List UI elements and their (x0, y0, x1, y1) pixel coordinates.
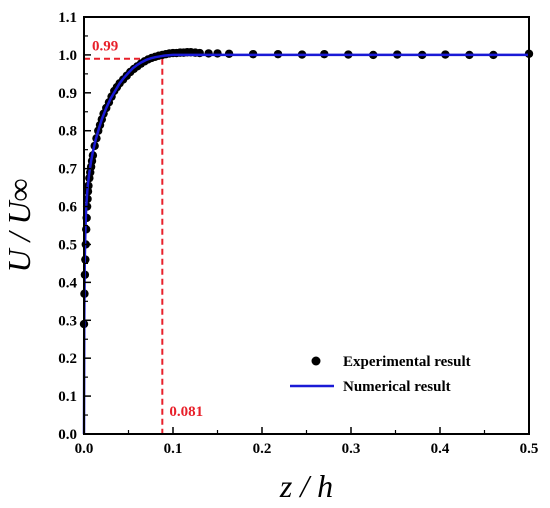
y-tick-label: 0.6 (58, 200, 77, 216)
x-tick-label: 0.2 (253, 441, 272, 457)
plot-frame (83, 16, 530, 435)
x-tick-label: 0.5 (520, 441, 539, 457)
x-tick-label: 0.3 (342, 441, 361, 457)
y-axis-title: U / U∞ (1, 179, 37, 273)
legend-label-experimental: Experimental result (343, 354, 471, 370)
annotation-layer: 0.99 0.081 (84, 39, 203, 434)
y-tick-label: 0.8 (58, 124, 77, 140)
y-tick-label: 0.5 (58, 237, 77, 253)
x-tick-label: 0.4 (431, 441, 450, 457)
y-tick-label: 1.0 (58, 48, 77, 64)
y-axis: 0.0 0.1 0.2 0.3 0.4 0.5 0.6 0.7 0.8 0.9 1.0 1.1 (58, 10, 91, 443)
legend: Experimental result Numerical result (290, 354, 471, 395)
y-tick-label: 0.7 (58, 162, 77, 178)
y-tick-label: 0.4 (58, 275, 77, 291)
y-tick-label: 0.9 (58, 86, 77, 102)
x-axis-title: z / h (279, 468, 333, 504)
y-tick-label: 0.1 (58, 389, 77, 405)
legend-marker-experimental (311, 356, 321, 366)
series-layer (79, 48, 534, 435)
y-tick-label: 0.2 (58, 351, 77, 367)
data-point (213, 49, 222, 58)
y-tick-label: 0.0 (58, 427, 77, 443)
numerical-result-line (82, 53, 529, 435)
annotation-label-0.99: 0.99 (92, 39, 118, 55)
y-tick-label: 0.3 (58, 313, 77, 329)
annotation-label-0.081: 0.081 (169, 404, 203, 420)
data-point (204, 49, 213, 58)
y-tick-label: 1.1 (58, 10, 77, 26)
x-tick-label: 0.0 (75, 441, 94, 457)
legend-label-numerical: Numerical result (343, 379, 451, 395)
x-tick-label: 0.1 (164, 441, 183, 457)
x-axis: 0.0 0.1 0.2 0.3 0.4 0.5 (75, 427, 539, 457)
